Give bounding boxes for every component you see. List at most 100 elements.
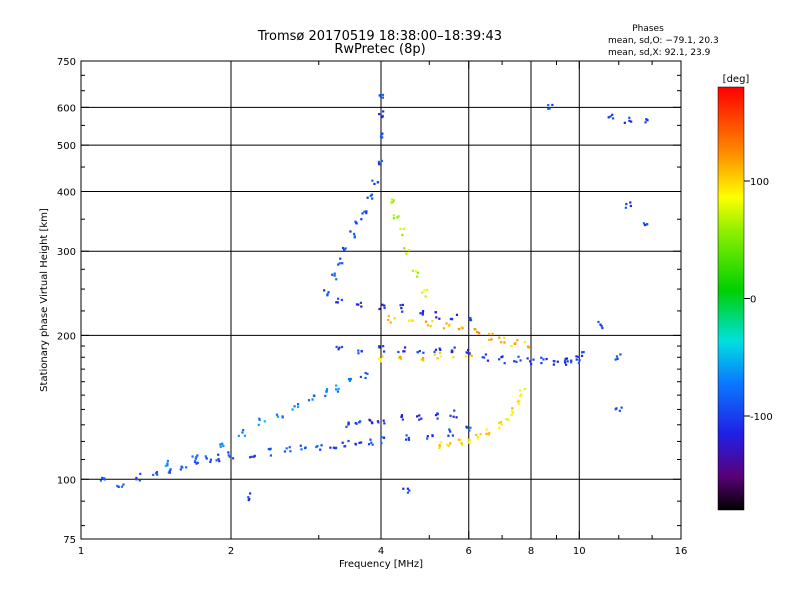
scatter-point [645, 118, 648, 121]
scatter-point [505, 417, 508, 421]
scatter-point [434, 348, 438, 351]
scatter-point [377, 357, 381, 360]
scatter-point [122, 483, 125, 486]
scatter-point [218, 460, 221, 463]
scatter-point [406, 487, 409, 490]
scatter-point [449, 442, 452, 445]
scatter-point [498, 421, 501, 425]
scatter-point [228, 455, 231, 458]
scatter-point [348, 379, 351, 382]
scatter-point [438, 444, 441, 447]
scatter-point [196, 454, 199, 457]
scatter-point [547, 103, 550, 107]
scatter-point [510, 413, 513, 417]
scatter-point [426, 324, 430, 327]
scatter-point [247, 498, 250, 502]
scatter-point [526, 357, 529, 360]
scatter-point [349, 230, 352, 233]
scatter-point [411, 269, 415, 272]
scatter-point [600, 325, 603, 328]
scatter-point [577, 355, 580, 359]
scatter-point [382, 436, 386, 440]
scatter-point [363, 210, 366, 213]
x-axis-label: Frequency [MHz] [339, 559, 423, 570]
stats-heading: Phases [632, 24, 664, 34]
scatter-point [156, 473, 159, 476]
chart-title-line1: Tromsø 20170519 18:38:00–18:39:43 [257, 29, 502, 44]
scatter-point [353, 235, 356, 238]
scatter-point [478, 332, 481, 335]
scatter-point [455, 313, 459, 316]
scatter-point [564, 357, 567, 361]
scatter-point [491, 332, 494, 336]
scatter-point [426, 435, 429, 438]
colorbar-tick-label: 100 [750, 177, 769, 188]
scatter-point [380, 159, 383, 163]
scatter-point [540, 356, 543, 359]
scatter-point [514, 342, 517, 345]
scatter-point [359, 375, 363, 379]
scatter-point [380, 133, 383, 136]
scatter-point [382, 110, 385, 113]
scatter-point [577, 361, 581, 364]
scatter-point [623, 121, 626, 124]
scatter-point [629, 204, 632, 208]
scatter-point [378, 94, 381, 97]
scatter-point [326, 294, 329, 297]
scatter-point [465, 426, 469, 429]
scatter-point [377, 160, 381, 164]
scatter-point [467, 440, 470, 444]
scatter-point [371, 197, 374, 200]
scatter-point [424, 320, 428, 323]
scatter-point [338, 346, 341, 349]
scatter-point [520, 393, 523, 396]
scatter-point [194, 457, 197, 460]
colorbar-tick-label: 0 [750, 295, 756, 306]
scatter-point [336, 301, 339, 304]
colorbar-label: [deg] [723, 74, 750, 85]
x-axis-ticks: 1 2 4 6 8 10 16 [78, 61, 688, 557]
scatter-point [139, 472, 142, 475]
scatter-point [155, 471, 159, 474]
scatter-point [341, 262, 344, 265]
scatter-point [219, 445, 222, 448]
scatter-point [338, 262, 341, 265]
scatter-point [168, 470, 171, 473]
y-tick-label: 100 [57, 475, 76, 486]
scatter-point [337, 297, 340, 300]
y-tick-label: 75 [63, 535, 76, 546]
y-tick-label: 300 [57, 247, 76, 258]
scatter-point [519, 359, 522, 362]
scatter-point [447, 324, 451, 328]
scatter-point [365, 210, 368, 213]
scatter-point [341, 246, 345, 250]
scatter-point [323, 289, 326, 292]
scatter-point [343, 445, 347, 448]
scatter-point [447, 434, 450, 437]
x-tick-label: 16 [675, 546, 688, 557]
scatter-point [347, 378, 351, 381]
scatter-point [257, 423, 260, 426]
scatter-point [460, 443, 463, 446]
x-tick-label: 2 [228, 546, 234, 557]
scatter-point [360, 350, 363, 353]
scatter-point [116, 484, 119, 488]
scatter-point [484, 353, 488, 356]
scatter-point [268, 448, 272, 451]
scatter-point [507, 418, 510, 421]
scatter-point [400, 415, 404, 418]
scatter-point [360, 441, 363, 444]
scatter-point [138, 479, 141, 482]
scatter-point [466, 348, 470, 352]
scatter-point [464, 355, 467, 358]
scatter-point [575, 355, 578, 358]
scatter-point [359, 420, 362, 423]
scatter-point [515, 360, 518, 363]
scatter-point [354, 421, 357, 425]
scatter-point [578, 359, 581, 362]
scatter-point [547, 107, 550, 110]
scatter-point [485, 428, 488, 431]
scatter-point [518, 389, 522, 392]
scatter-point [381, 115, 384, 119]
scatter-point [355, 303, 359, 306]
